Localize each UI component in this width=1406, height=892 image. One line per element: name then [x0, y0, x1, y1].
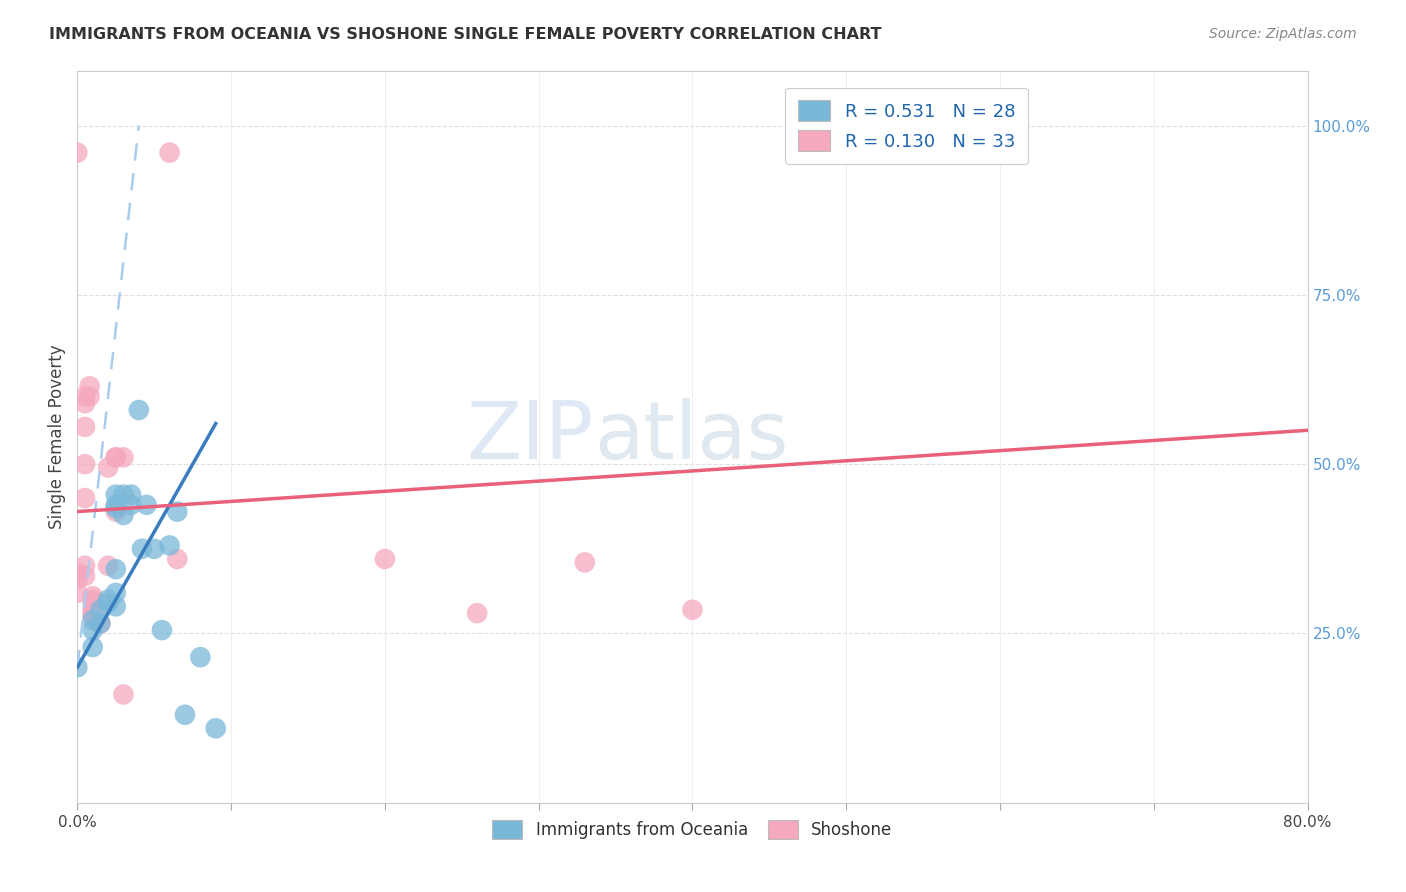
- Point: [159, 145, 181, 160]
- Point: [112, 488, 135, 502]
- Point: [204, 721, 226, 735]
- Point: [73, 558, 96, 573]
- Point: [73, 569, 96, 583]
- Text: Source: ZipAtlas.com: Source: ZipAtlas.com: [1209, 27, 1357, 41]
- Point: [66, 566, 89, 580]
- Point: [682, 603, 704, 617]
- Point: [112, 688, 135, 702]
- Text: ZIP: ZIP: [467, 398, 595, 476]
- Point: [166, 552, 188, 566]
- Point: [82, 640, 104, 654]
- Point: [374, 552, 396, 566]
- Point: [166, 505, 188, 519]
- Point: [97, 558, 120, 573]
- Point: [104, 562, 127, 576]
- Point: [79, 379, 101, 393]
- Point: [73, 457, 96, 471]
- Point: [143, 541, 166, 556]
- Point: [131, 541, 153, 556]
- Point: [82, 606, 104, 620]
- Point: [97, 592, 120, 607]
- Point: [104, 498, 127, 512]
- Point: [159, 538, 181, 552]
- Text: IMMIGRANTS FROM OCEANIA VS SHOSHONE SINGLE FEMALE POVERTY CORRELATION CHART: IMMIGRANTS FROM OCEANIA VS SHOSHONE SING…: [49, 27, 882, 42]
- Point: [128, 403, 150, 417]
- Point: [82, 592, 104, 607]
- Point: [73, 491, 96, 505]
- Point: [112, 508, 135, 522]
- Point: [104, 501, 127, 516]
- Point: [97, 460, 120, 475]
- Point: [79, 389, 101, 403]
- Point: [574, 555, 596, 569]
- Point: [73, 396, 96, 410]
- Point: [104, 505, 127, 519]
- Point: [66, 586, 89, 600]
- Point: [150, 623, 173, 637]
- Point: [66, 572, 89, 586]
- Point: [104, 488, 127, 502]
- Point: [89, 616, 111, 631]
- Point: [465, 606, 488, 620]
- Legend: Immigrants from Oceania, Shoshone: Immigrants from Oceania, Shoshone: [482, 810, 903, 849]
- Y-axis label: Single Female Poverty: Single Female Poverty: [48, 345, 66, 529]
- Point: [82, 609, 104, 624]
- Point: [66, 145, 89, 160]
- Point: [135, 498, 157, 512]
- Point: [174, 707, 197, 722]
- Point: [82, 623, 104, 637]
- Point: [104, 450, 127, 465]
- Point: [66, 660, 89, 674]
- Point: [82, 589, 104, 603]
- Point: [82, 603, 104, 617]
- Point: [112, 450, 135, 465]
- Point: [73, 420, 96, 434]
- Point: [82, 613, 104, 627]
- Point: [89, 603, 111, 617]
- Point: [97, 596, 120, 610]
- Point: [120, 488, 142, 502]
- Point: [104, 450, 127, 465]
- Point: [82, 596, 104, 610]
- Point: [188, 650, 212, 665]
- Point: [89, 616, 111, 631]
- Point: [120, 498, 142, 512]
- Text: atlas: atlas: [595, 398, 789, 476]
- Point: [104, 599, 127, 614]
- Point: [104, 586, 127, 600]
- Point: [73, 389, 96, 403]
